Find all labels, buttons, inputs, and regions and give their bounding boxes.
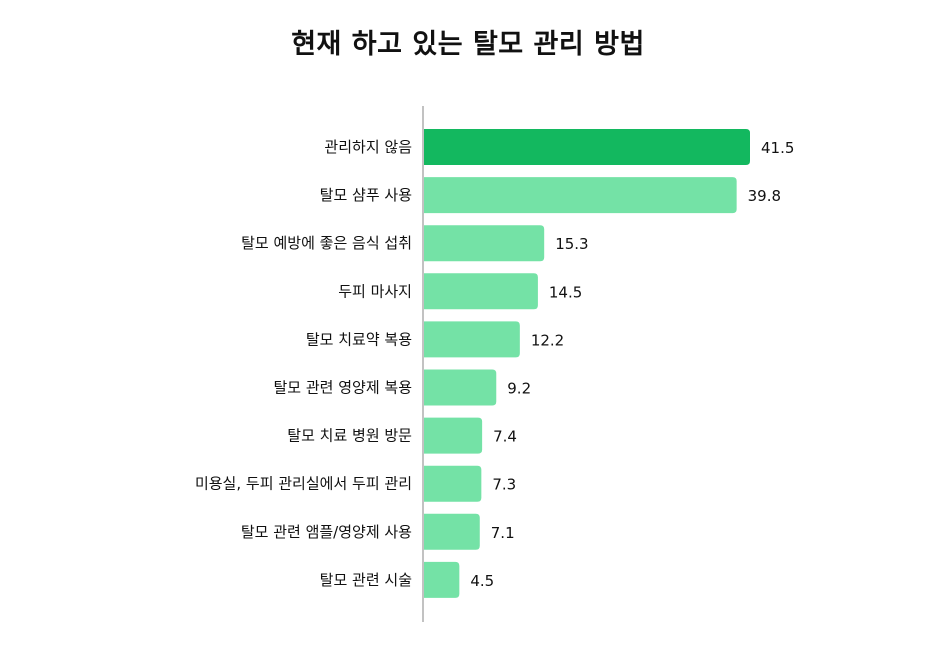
category-label: 탈모 관련 시술: [320, 571, 412, 589]
category-label: 두피 마사지: [338, 282, 412, 300]
chart-title: 현재 하고 있는 탈모 관리 방법: [291, 29, 645, 60]
category-label: 탈모 예방에 좋은 음식 섭취: [241, 234, 412, 252]
value-label: 9.2: [507, 380, 531, 398]
value-label: 12.2: [531, 331, 564, 349]
category-label: 탈모 치료 병원 방문: [287, 427, 412, 445]
value-label: 39.8: [748, 187, 781, 205]
value-label: 7.1: [491, 524, 515, 542]
value-label: 7.4: [493, 428, 517, 446]
bar-7: [424, 417, 483, 454]
category-label: 관리하지 않음: [324, 138, 412, 156]
bar-1: [424, 129, 750, 165]
category-label: 미용실, 두피 관리실에서 두피 관리: [195, 475, 412, 493]
category-label: 탈모 관련 영양제 복용: [273, 379, 412, 397]
bar-8: [424, 465, 482, 502]
category-label: 탈모 치료약 복용: [306, 330, 412, 348]
bar-3: [424, 225, 545, 262]
value-label: 4.5: [470, 572, 494, 590]
value-label: 15.3: [555, 235, 588, 253]
bar-10: [424, 561, 460, 598]
bars-group: 관리하지 않음 41.5 탈모 샴푸 사용 39.8 탈모 예방에 좋은 음식 섭취 15…: [195, 129, 794, 598]
category-label: 탈모 샴푸 사용: [320, 186, 412, 204]
bar-4: [424, 273, 538, 310]
value-label: 41.5: [761, 139, 794, 157]
bar-5: [424, 321, 520, 358]
bar-9: [424, 513, 480, 550]
value-label: 7.3: [492, 476, 516, 494]
bar-6: [424, 369, 497, 406]
category-label: 탈모 관련 앰플/영양제 사용: [241, 523, 412, 541]
value-label: 14.5: [549, 283, 582, 301]
bar-2: [424, 177, 737, 214]
